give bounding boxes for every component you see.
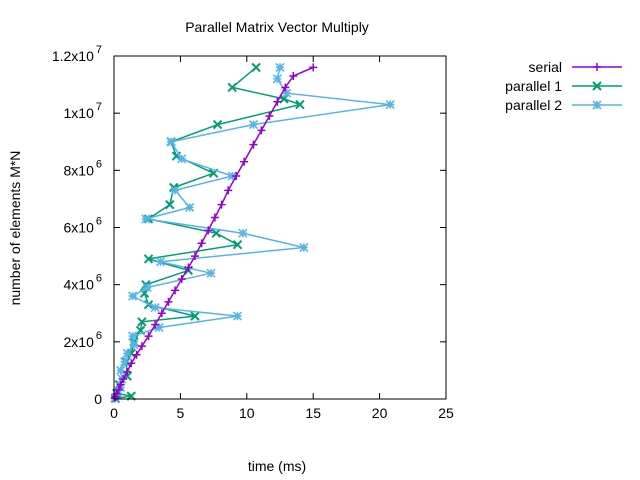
legend-marker — [592, 81, 602, 91]
data-point — [128, 331, 138, 341]
data-point — [141, 214, 151, 224]
data-point — [224, 186, 233, 195]
data-point — [204, 226, 213, 235]
data-point — [190, 311, 200, 321]
data-point — [249, 140, 258, 149]
data-point — [177, 154, 187, 164]
data-point — [114, 385, 123, 394]
data-point — [184, 263, 193, 272]
data-point — [240, 157, 249, 166]
y-tick-label: 8x10 6 — [64, 158, 102, 178]
data-point — [257, 126, 266, 135]
data-point — [154, 322, 164, 333]
x-axis-label: time (ms) — [248, 458, 306, 474]
data-point — [217, 200, 226, 209]
y-tick-label: 0 — [94, 391, 102, 407]
data-point — [238, 228, 248, 238]
plot-series — [110, 62, 395, 404]
data-point — [295, 99, 305, 110]
series-serial — [110, 63, 318, 403]
data-point — [164, 297, 173, 306]
data-point — [185, 202, 195, 213]
legend-label: parallel 2 — [505, 97, 562, 113]
data-point — [232, 311, 243, 321]
data-point — [116, 380, 125, 389]
data-point — [210, 213, 219, 222]
legend-label: parallel 1 — [505, 78, 562, 94]
data-point — [128, 291, 138, 301]
data-point — [144, 332, 153, 341]
data-point — [129, 340, 139, 350]
plot-frame — [113, 55, 447, 400]
data-point — [132, 350, 141, 359]
data-point — [272, 74, 282, 84]
data-point — [282, 88, 292, 98]
data-point — [171, 286, 180, 295]
data-point — [170, 185, 180, 195]
y-axis-label: number of elements M*N — [7, 151, 23, 306]
legend-marker — [592, 100, 602, 110]
data-point — [385, 100, 395, 110]
data-point — [157, 309, 166, 318]
data-point — [177, 274, 186, 283]
data-point — [137, 342, 146, 351]
data-point — [151, 320, 160, 329]
data-point — [119, 374, 128, 383]
data-point — [137, 317, 147, 327]
data-point — [123, 367, 132, 376]
x-tick-label: 25 — [438, 405, 454, 421]
data-point — [299, 242, 309, 253]
data-point — [265, 112, 274, 121]
data-point — [227, 82, 237, 93]
data-point — [289, 72, 298, 81]
data-point — [309, 63, 318, 72]
data-point — [206, 268, 216, 278]
legend-label: serial — [529, 59, 562, 75]
data-point — [116, 365, 126, 375]
legend: serial parallel 1 parallel 2 — [505, 59, 622, 113]
series-parallel-2 — [110, 62, 395, 403]
y-tick-label: 1x10 7 — [64, 101, 102, 121]
y-tick-label: 4x10 6 — [64, 273, 102, 293]
x-tick-label: 10 — [239, 405, 255, 421]
data-point — [155, 257, 166, 267]
chart-title: Parallel Matrix Vector Multiply — [185, 19, 369, 35]
x-tick-label: 0 — [110, 405, 118, 421]
data-point — [281, 83, 290, 92]
x-tick-label: 20 — [372, 405, 388, 421]
data-point — [248, 120, 259, 130]
data-point — [275, 62, 285, 72]
data-point — [211, 228, 221, 238]
y-tick-label: 6x10 6 — [64, 216, 102, 236]
data-point — [127, 359, 136, 368]
data-point — [142, 282, 152, 293]
data-point — [150, 302, 160, 313]
data-point — [251, 62, 261, 73]
axis-ticks: 0 5 10 15 20 25 0 2x10 6 4x10 6 6x10 6 8x10 6 1x10 7 1.2x… — [52, 44, 454, 421]
x-tick-label: 5 — [177, 405, 185, 421]
legend-marker — [593, 63, 601, 71]
x-tick-label: 15 — [305, 405, 321, 421]
data-point — [143, 254, 154, 264]
data-point — [122, 348, 132, 358]
y-tick-label: 1.2x10 7 — [52, 44, 102, 64]
data-point — [273, 97, 282, 106]
data-point — [197, 239, 206, 248]
data-point — [191, 252, 200, 261]
data-point — [120, 357, 130, 367]
data-point — [232, 172, 241, 181]
series-line — [114, 67, 391, 398]
data-point — [232, 239, 243, 250]
data-point — [166, 137, 176, 147]
data-point — [165, 199, 175, 210]
data-point — [212, 119, 223, 130]
y-tick-label: 2x10 6 — [64, 330, 102, 350]
